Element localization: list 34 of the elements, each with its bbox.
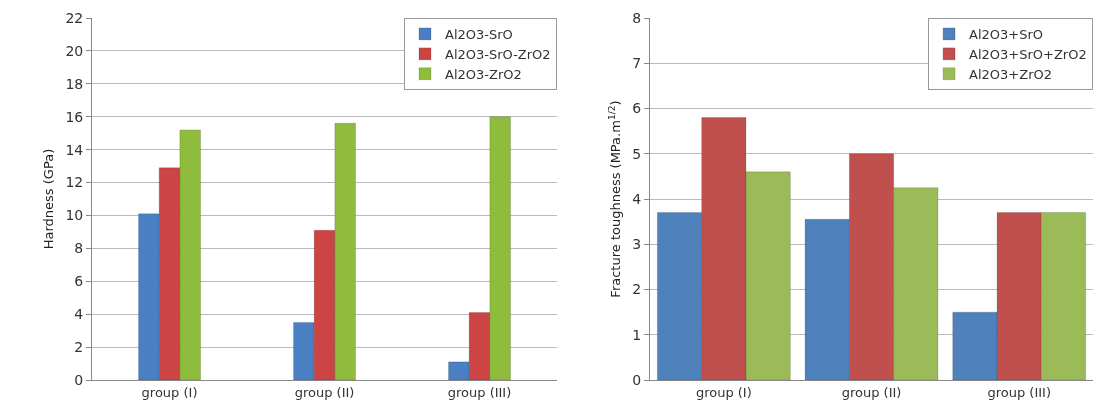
y-tick-label: 7 [632,55,642,72]
y-tick-label: 8 [74,240,84,257]
legend-label: Al2O3+ZrO2 [969,66,1052,82]
y-tick-label: 12 [65,174,84,191]
x-tick-label: group (III) [447,384,512,400]
y-tick-label: 20 [65,42,84,59]
y-tick-label: 22 [65,9,84,26]
y-tick-label: 0 [632,371,642,388]
x-tick-label: group (II) [841,384,902,400]
y-tick-label: 6 [74,273,84,290]
y-tick-label: 16 [65,108,84,125]
legend-label: Al2O3-ZrO2 [445,66,522,82]
y-tick-label: 2 [632,281,642,298]
y-tick-label: 3 [632,236,642,253]
x-tick-label: group (I) [141,384,198,400]
x-tick-label: group (III) [987,384,1051,400]
y-tick-label: 6 [632,100,642,117]
x-tick-label: group (II) [294,384,355,400]
y-tick-label: 0 [74,371,84,388]
legend-label: Al2O3-SrO [445,27,513,43]
y-tick-label: 18 [65,75,84,92]
x-tick-label: group (I) [695,384,752,400]
y-tick-label: 4 [74,306,84,323]
y-tick-label: 14 [65,141,84,158]
legend-label: Al2O3+SrO [969,27,1044,43]
y-tick-label: 5 [632,145,642,162]
y-tick-label: 1 [632,326,642,343]
y-tick-label: 4 [632,190,642,207]
y-axis-title: Hardness (GPa) [41,148,57,250]
y-tick-label: 10 [65,207,84,224]
legend-label: Al2O3-SrO-ZrO2 [445,46,551,62]
y-tick-label: 8 [632,9,642,26]
y-tick-label: 2 [74,338,84,355]
legend-label: Al2O3+SrO+ZrO2 [969,46,1087,62]
